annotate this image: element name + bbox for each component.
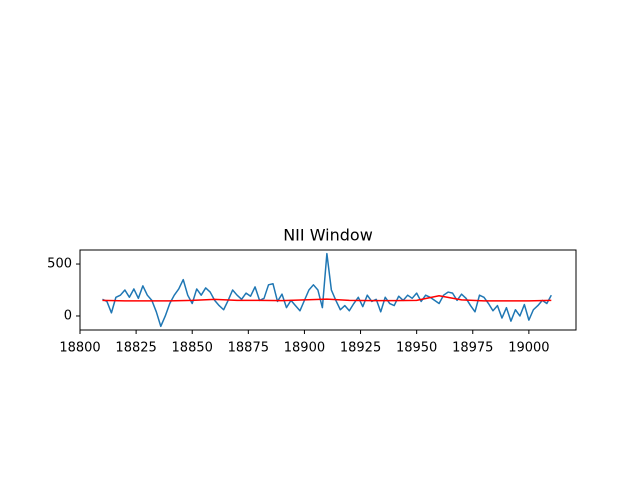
- x-tick-label: 18800: [59, 341, 100, 356]
- x-tick-label: 18950: [396, 341, 437, 356]
- x-tick-label: 18825: [115, 341, 156, 356]
- y-tick-label: 500: [47, 257, 72, 272]
- x-tick-label: 18925: [340, 341, 381, 356]
- x-tick-label: 19000: [508, 341, 549, 356]
- x-tick-label: 18900: [284, 341, 325, 356]
- axes-frame: [79, 249, 577, 331]
- data-line: [102, 294, 552, 302]
- x-tick-label: 18875: [228, 341, 269, 356]
- y-tick-label: 0: [64, 308, 72, 323]
- x-tick-label: 18850: [172, 341, 213, 356]
- chart-title: NII Window: [283, 226, 373, 245]
- x-tick-label: 18975: [452, 341, 493, 356]
- data-line: [102, 252, 552, 328]
